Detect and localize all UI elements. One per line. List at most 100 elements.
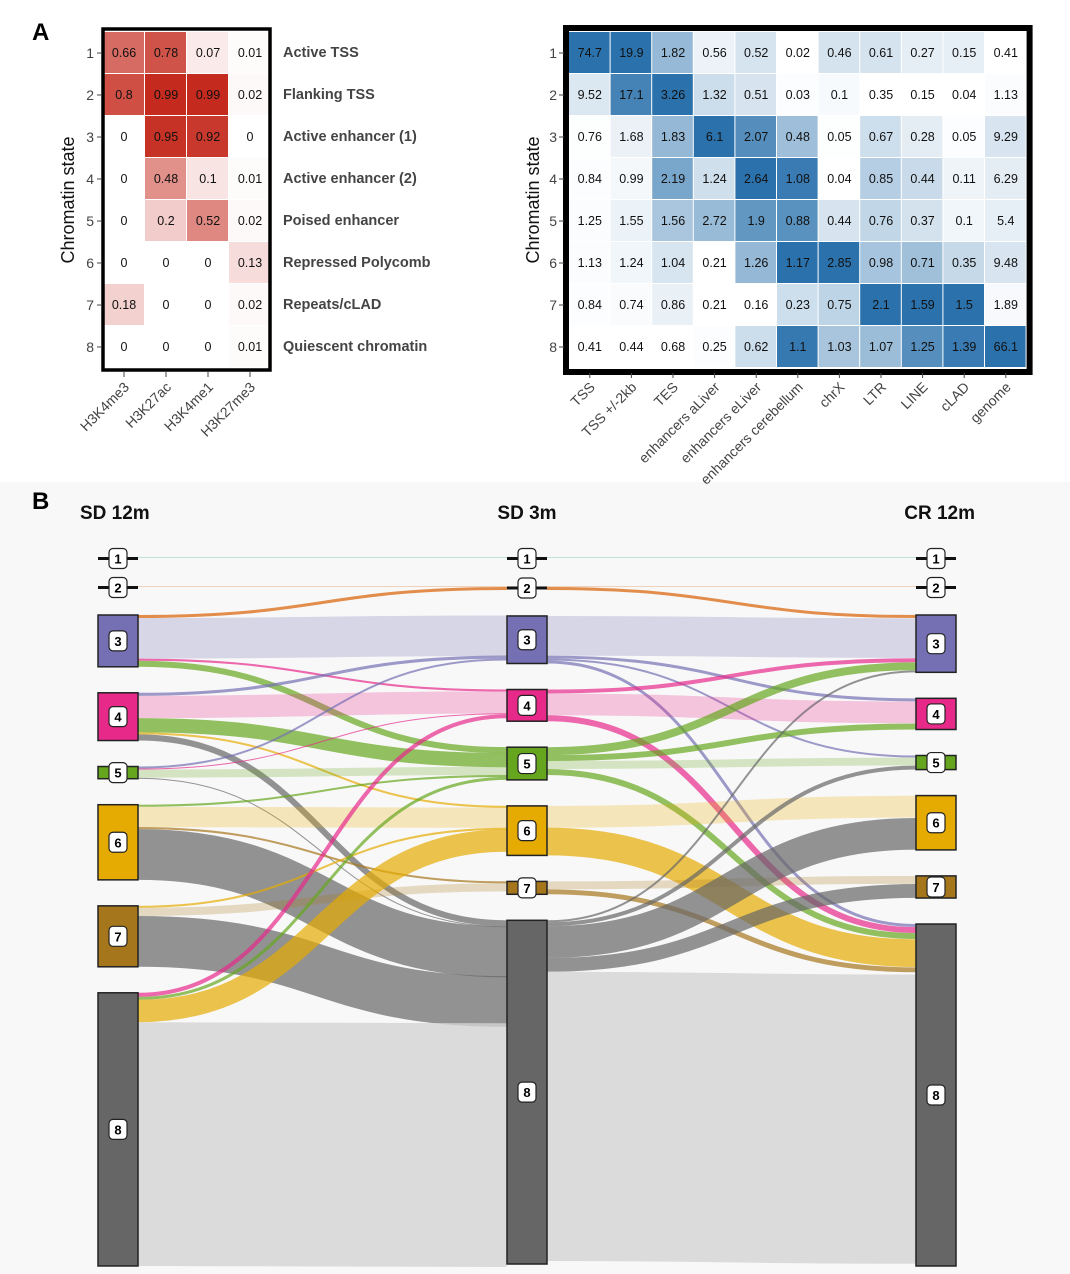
heatmap-cell <box>901 326 943 367</box>
heatmap-cell <box>901 74 943 115</box>
flow-band <box>546 971 917 1264</box>
cell-value: 1.59 <box>910 298 934 312</box>
heatmap-cell <box>735 74 776 115</box>
flow-band <box>137 827 508 908</box>
cell-value: 0.71 <box>910 256 934 270</box>
cell-value: 0.35 <box>869 88 893 102</box>
heatmap-cell <box>103 74 144 115</box>
y-tick-label: 3 <box>86 129 94 145</box>
heatmap-cell <box>943 32 984 73</box>
heatmap-cell <box>901 158 943 199</box>
heatmap-cell <box>693 158 735 199</box>
cell-value: 0.99 <box>619 172 643 186</box>
cell-value: 0.48 <box>786 130 810 144</box>
cell-value: 0.07 <box>196 46 220 60</box>
flow-band <box>546 655 917 702</box>
y-tick-label: 2 <box>86 87 94 103</box>
cell-value: 2.1 <box>872 298 889 312</box>
cell-value: 0.15 <box>952 46 976 60</box>
heatmap-cell <box>145 74 186 115</box>
heatmap-cell <box>693 116 735 157</box>
node-label-box <box>108 576 128 599</box>
state-label: Repressed Polycomb <box>283 255 431 271</box>
panel-label-a: A <box>32 19 49 46</box>
cell-value: 2.07 <box>744 130 768 144</box>
cell-value: 0 <box>121 172 128 186</box>
node-label-box <box>517 752 537 775</box>
heatmap-cell <box>103 284 144 325</box>
state-label: Active enhancer (2) <box>283 171 417 187</box>
cell-value: 0.18 <box>112 298 136 312</box>
cell-value: 1.25 <box>578 214 602 228</box>
node-label-box <box>926 703 946 725</box>
chromatin-state-sankey: SD 12m 1 2 3 4 5 6 7 8 SD 3m 1 2 3 4 5 6 7 8 CR 12m 1 2 3 4 5 6 7… <box>80 503 975 1268</box>
heatmap-cell <box>943 158 984 199</box>
node-label-box <box>517 877 537 899</box>
cell-value: 0.41 <box>578 340 602 354</box>
flow-band <box>137 713 508 770</box>
cell-value: 1.32 <box>702 88 726 102</box>
cell-value: 0.41 <box>994 46 1018 60</box>
heatmap-cell <box>652 326 693 367</box>
state-label: Quiescent chromatin <box>283 339 427 355</box>
x-tick-label: LTR <box>860 379 889 408</box>
heatmap-cell <box>229 158 270 199</box>
cell-value: 6.29 <box>994 172 1018 186</box>
x-tick-label: chrX <box>816 378 848 410</box>
heatmap-cell <box>735 200 776 241</box>
cell-value: 0.98 <box>869 256 893 270</box>
flow-band <box>546 662 917 756</box>
cell-value: 0.03 <box>786 88 810 102</box>
heatmap-cell <box>777 116 818 157</box>
node-label: 7 <box>523 881 530 896</box>
cell-value: 1.68 <box>619 130 643 144</box>
heatmap-cell <box>818 326 860 367</box>
node-label-box <box>517 1081 537 1103</box>
y-tick-label: 7 <box>86 297 94 313</box>
cell-value: 0.46 <box>827 46 851 60</box>
heatmap-cell <box>818 284 860 325</box>
flow-band <box>137 883 508 917</box>
flow-band <box>137 691 508 719</box>
heatmap-cell <box>187 326 228 367</box>
cell-value: 0.37 <box>910 214 934 228</box>
x-tick-label: TSS <box>567 379 598 410</box>
heatmap-cell <box>569 158 610 199</box>
heatmap-cell <box>610 158 652 199</box>
node-label-box <box>108 547 128 570</box>
cell-value: 0.44 <box>910 172 934 186</box>
heatmap-cell <box>569 32 610 73</box>
node-label-box <box>517 577 537 599</box>
heatmap-cell <box>187 158 228 199</box>
heatmap-cell <box>610 200 652 241</box>
heatmap-cell <box>187 116 228 157</box>
cell-value: 1.17 <box>786 256 810 270</box>
cell-value: 0 <box>205 298 212 312</box>
heatmap-cell <box>901 242 943 283</box>
heatmap-cell <box>610 74 652 115</box>
cell-value: 6.1 <box>706 130 723 144</box>
y-tick-label: 6 <box>86 255 94 271</box>
heatmap-cell <box>145 200 186 241</box>
heatmap-cell <box>187 74 228 115</box>
heatmap-cell <box>860 200 901 241</box>
heatmap-cell <box>103 326 144 367</box>
heatmap-cell <box>901 32 943 73</box>
heatmap-cell <box>569 200 610 241</box>
heatmap-cell <box>187 242 228 283</box>
cell-value: 0.68 <box>661 340 685 354</box>
node-label-box <box>926 876 946 898</box>
heatmap-cell <box>860 158 901 199</box>
node-label-box <box>108 1118 128 1140</box>
cell-value: 0.11 <box>952 172 975 186</box>
cell-value: 1.04 <box>661 256 685 270</box>
stage-header: CR 12m <box>904 503 975 524</box>
heatmap-cell <box>985 284 1026 325</box>
cell-value: 0 <box>121 256 128 270</box>
heatmap-cell <box>693 242 735 283</box>
cell-value: 0.99 <box>196 88 220 102</box>
cell-value: 1.83 <box>661 130 685 144</box>
cell-value: 1.89 <box>994 298 1018 312</box>
heatmap-cell <box>103 158 144 199</box>
cell-value: 0.84 <box>578 172 602 186</box>
